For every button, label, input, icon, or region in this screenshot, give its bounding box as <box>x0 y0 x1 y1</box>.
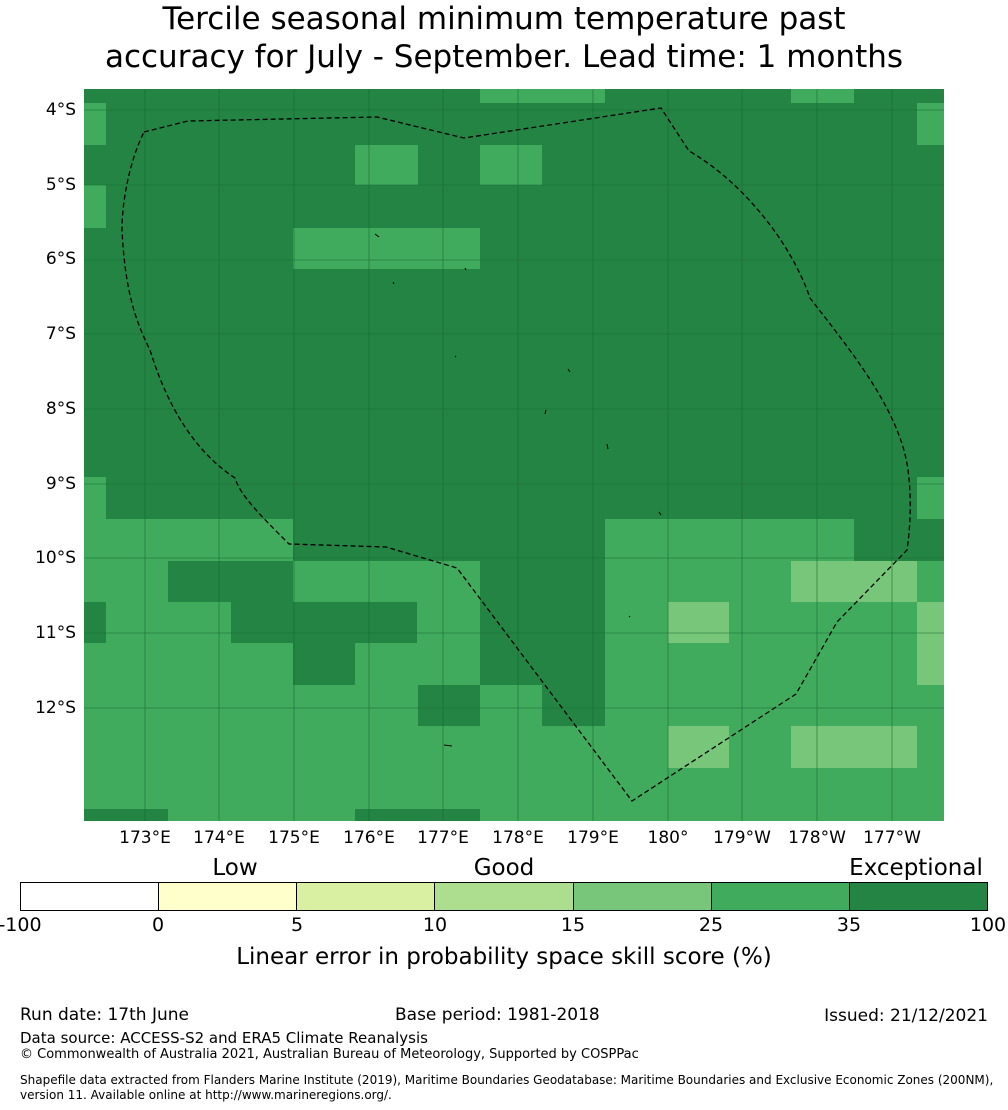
colorbar-segment <box>849 883 987 910</box>
lat-label: 10°S <box>35 548 76 568</box>
lat-label: 9°S <box>45 474 76 494</box>
colorbar-tick: 10 <box>422 914 448 936</box>
grid-cell <box>542 685 605 726</box>
island-marker <box>464 267 467 271</box>
grid-cell <box>791 726 917 768</box>
grid-cell <box>84 185 106 228</box>
map-grid-cells <box>84 89 944 821</box>
lon-label: 180° <box>647 828 689 848</box>
lon-label: 177°W <box>863 828 921 848</box>
grid-cell <box>668 726 729 768</box>
map-gridlines <box>84 89 944 821</box>
category-good: Good <box>473 855 535 881</box>
lon-label: 178°E <box>492 828 544 848</box>
grid-cell <box>668 602 729 643</box>
lon-label: 174°E <box>193 828 245 848</box>
island-marker <box>443 744 453 747</box>
island-marker <box>567 368 571 373</box>
chart-title: Tercile seasonal minimum temperature pas… <box>0 0 1008 76</box>
grid-cell <box>84 602 106 643</box>
island-marker <box>392 281 395 285</box>
run-date: Run date: 17th June <box>20 1005 189 1025</box>
colorbar-tick: 15 <box>560 914 586 936</box>
lat-label: 4°S <box>45 100 76 120</box>
island-markers <box>374 233 662 747</box>
colorbar-tick: 5 <box>290 914 304 936</box>
grid-cell <box>84 809 168 821</box>
grid-cell <box>293 519 605 561</box>
grid-cell <box>418 685 480 726</box>
shapefile-credit-line-1: Shapefile data extracted from Flanders M… <box>20 1073 994 1087</box>
lon-label: 173°E <box>119 828 171 848</box>
grid-cell <box>480 89 605 103</box>
grid-cell <box>293 643 355 685</box>
grid-cell <box>168 561 293 602</box>
grid-cell <box>480 145 542 185</box>
title-line-1: Tercile seasonal minimum temperature pas… <box>162 1 846 37</box>
lon-label: 175°E <box>268 828 320 848</box>
colorbar-segment <box>573 883 712 910</box>
lon-label: 179°E <box>567 828 619 848</box>
colorbar-segment <box>711 883 850 910</box>
grid-cell <box>355 145 418 185</box>
eez-boundary <box>121 107 911 802</box>
grid-cell <box>355 809 480 821</box>
island-marker <box>454 355 457 358</box>
issued-date: Issued: 21/12/2021 <box>824 1006 988 1026</box>
grid-cell <box>854 519 944 561</box>
lon-label: 176°E <box>343 828 395 848</box>
shapefile-credit: Shapefile data extracted from Flanders M… <box>20 1073 993 1103</box>
colorbar-tick: -100 <box>0 914 42 936</box>
copyright: © Commonwealth of Australia 2021, Austra… <box>20 1047 639 1062</box>
grid-cell <box>917 602 944 685</box>
colorbar <box>20 882 988 911</box>
skill-score-map <box>84 89 944 821</box>
colorbar-tick: 0 <box>151 914 165 936</box>
island-marker <box>374 233 380 238</box>
lat-label: 11°S <box>35 623 76 643</box>
lat-label: 5°S <box>45 175 76 195</box>
colorbar-tick: 100 <box>969 914 1007 936</box>
island-marker <box>606 443 609 450</box>
island-marker <box>658 511 662 516</box>
lat-label: 6°S <box>45 249 76 269</box>
grid-cell <box>480 561 605 685</box>
category-low: Low <box>212 855 258 881</box>
colorbar-tick: 35 <box>836 914 862 936</box>
lat-label: 7°S <box>45 324 76 344</box>
grid-cell <box>791 561 917 602</box>
lat-label: 8°S <box>45 399 76 419</box>
title-line-2: accuracy for July - September. Lead time… <box>104 39 904 75</box>
island-marker <box>544 409 547 415</box>
grid-cell <box>791 89 854 103</box>
lon-label: 177°E <box>417 828 469 848</box>
lon-label: 179°W <box>713 828 771 848</box>
colorbar-segment <box>21 883 160 910</box>
colorbar-segment <box>159 883 298 910</box>
colorbar-tick: 25 <box>698 914 724 936</box>
lat-label: 12°S <box>35 698 76 718</box>
colorbar-segment <box>435 883 574 910</box>
grid-cell <box>917 103 944 145</box>
colorbar-title: Linear error in probability space skill … <box>236 944 772 970</box>
grid-cell <box>84 103 106 145</box>
grid-cell <box>917 477 944 519</box>
grid-cell <box>293 228 480 269</box>
colorbar-segment <box>297 883 436 910</box>
shapefile-credit-line-2: version 11. Available online at http://w… <box>20 1088 392 1102</box>
base-period: Base period: 1981-2018 <box>395 1005 600 1025</box>
grid-cell <box>231 602 417 643</box>
grid-cell <box>84 477 106 519</box>
data-source: Data source: ACCESS-S2 and ERA5 Climate … <box>20 1029 428 1047</box>
grid-cell <box>729 477 917 519</box>
island-marker <box>628 615 631 618</box>
grid-cell <box>106 477 668 519</box>
category-exceptional: Exceptional <box>849 855 983 881</box>
lon-label: 178°W <box>788 828 846 848</box>
